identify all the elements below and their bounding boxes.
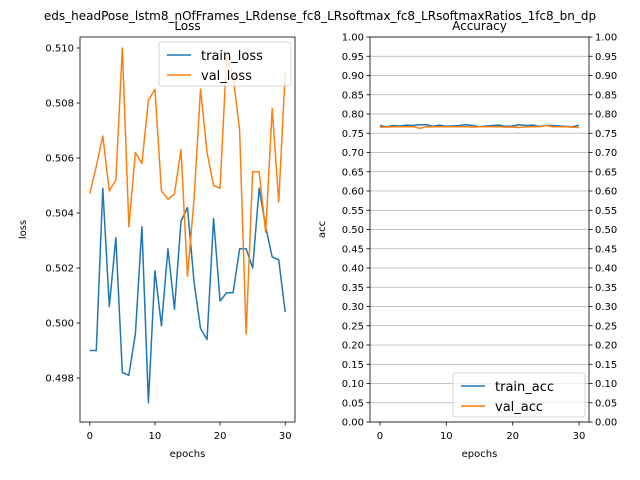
y-tick-label-right: 0.60 [595, 187, 617, 198]
x-tick-label: 0 [377, 431, 383, 442]
y-tick-label-right: 0.55 [595, 206, 617, 217]
y-tick-label: 0.25 [342, 321, 364, 332]
y-tick-label-right: 0.65 [595, 167, 617, 178]
legend-box [452, 372, 586, 418]
chart-title: Loss [174, 19, 200, 33]
y-tick-label-right: 0.10 [595, 379, 617, 390]
y-tick-label: 0.55 [342, 206, 364, 217]
y-tick-label-right: 0.80 [595, 110, 617, 121]
y-tick-label-right: 0.00 [595, 418, 617, 429]
legend-label-train_loss: train_loss [201, 49, 263, 64]
x-axis-label: epochs [462, 449, 498, 460]
chart-title: Accuracy [452, 19, 507, 33]
legend: train_loss val_loss [158, 41, 292, 87]
y-tick-label: 0.20 [342, 341, 364, 352]
x-tick-label: 10 [149, 431, 162, 442]
y-tick-label: 0.60 [342, 187, 364, 198]
y-tick-label-right: 0.05 [595, 398, 617, 409]
y-tick-label-right: 0.30 [595, 302, 617, 313]
y-tick-label: 0.502 [45, 264, 74, 275]
legend-label-val_loss: val_loss [201, 69, 252, 84]
axes-frame [79, 36, 296, 423]
y-tick-label: 0.05 [342, 398, 364, 409]
y-tick-label: 0.75 [342, 129, 364, 140]
chart-1: 0 10 20 30 0.00 0.00 0.05 0.05 0.10 0.10 0.15 0.15 0… [317, 19, 617, 460]
x-tick-label: 20 [214, 431, 227, 442]
series-line-train_loss [89, 187, 286, 404]
y-tick-label-right: 0.75 [595, 129, 617, 140]
y-axis-label: acc [317, 221, 328, 238]
y-tick-label-right: 0.15 [595, 360, 617, 371]
y-tick-label: 0.40 [342, 264, 364, 275]
y-tick-label: 0.70 [342, 148, 364, 159]
legend-label-val_acc: val_acc [495, 400, 543, 415]
y-tick-label: 0.90 [342, 71, 364, 82]
chart-0: 0 10 20 30 0.498 0.500 0.502 0.504 0.506 0.508 0.5… [18, 19, 296, 460]
y-tick-label: 0.506 [45, 154, 74, 165]
y-tick-label-right: 0.25 [595, 321, 617, 332]
series-line-val_loss [89, 47, 286, 335]
y-tick-label: 0.45 [342, 244, 364, 255]
legend-label-train_acc: train_acc [495, 380, 554, 395]
y-tick-label-right: 0.35 [595, 283, 617, 294]
y-tick-label: 0.10 [342, 379, 364, 390]
y-tick-label: 0.504 [45, 209, 74, 220]
y-axis-label: loss [18, 220, 29, 239]
y-tick-label: 0.95 [342, 52, 364, 63]
y-tick-label: 0.510 [45, 44, 74, 55]
y-tick-label: 0.85 [342, 90, 364, 101]
y-tick-label-right: 0.40 [595, 264, 617, 275]
y-tick-label: 0.35 [342, 283, 364, 294]
y-tick-label: 0.498 [45, 374, 74, 385]
y-tick-label-right: 0.90 [595, 71, 617, 82]
series-line-val_acc [379, 124, 580, 129]
x-axis-label: epochs [170, 449, 206, 460]
y-tick-label: 0.50 [342, 225, 364, 236]
x-tick-label: 10 [440, 431, 453, 442]
y-tick-label: 0.00 [342, 418, 364, 429]
y-tick-label-right: 0.85 [595, 90, 617, 101]
y-tick-label: 0.508 [45, 99, 74, 110]
y-tick-label: 0.80 [342, 110, 364, 121]
legend-box [158, 41, 292, 87]
legend: train_acc val_acc [452, 372, 586, 418]
y-tick-label: 0.15 [342, 360, 364, 371]
x-tick-label: 30 [573, 431, 586, 442]
y-tick-label: 0.500 [45, 319, 74, 330]
x-tick-label: 20 [506, 431, 519, 442]
y-tick-label-right: 0.50 [595, 225, 617, 236]
x-tick-label: 30 [279, 431, 292, 442]
figure-suptitle: eds_headPose_lstm8_nOfFrames_LRdense_fc8… [44, 9, 596, 23]
charts-container: 0 10 20 300.4980.5000.5020.5040.5060.5080.5… [18, 19, 617, 460]
y-tick-label: 0.65 [342, 167, 364, 178]
y-tick-label-right: 0.20 [595, 341, 617, 352]
y-tick-label: 0.30 [342, 302, 364, 313]
y-tick-label-right: 1.00 [595, 33, 617, 44]
y-tick-label: 1.00 [342, 33, 364, 44]
y-tick-label-right: 0.70 [595, 148, 617, 159]
y-tick-label-right: 0.45 [595, 244, 617, 255]
x-tick-label: 0 [87, 431, 93, 442]
y-tick-label-right: 0.95 [595, 52, 617, 63]
